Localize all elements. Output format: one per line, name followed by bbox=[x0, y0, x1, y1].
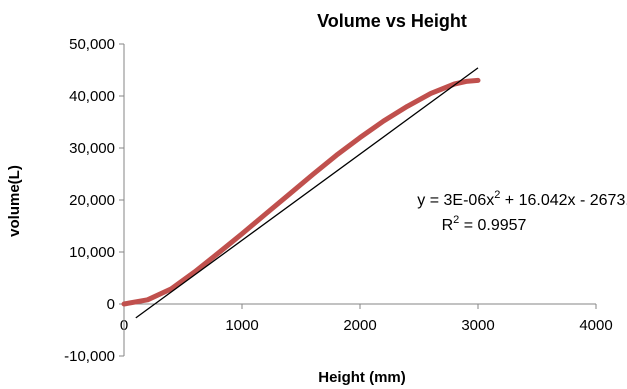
x-axis-title: Height (mm) bbox=[318, 369, 406, 386]
y-tick-label: 20,000 bbox=[69, 192, 115, 209]
x-tick-label: 4000 bbox=[579, 317, 612, 334]
y-axis-ticks: -10,000 0 10,000 20,000 30,000 40,000 50,000 bbox=[64, 36, 124, 365]
y-tick-label: -10,000 bbox=[64, 348, 115, 365]
trendline bbox=[135, 67, 479, 319]
y-tick-label: 10,000 bbox=[69, 244, 115, 261]
series-volume-curve bbox=[121, 77, 481, 307]
chart-title: Volume vs Height bbox=[317, 11, 467, 31]
x-tick-label: 1000 bbox=[225, 317, 258, 334]
x-tick-label: 2000 bbox=[343, 317, 376, 334]
y-tick-label: 30,000 bbox=[69, 140, 115, 157]
x-axis-ticks: 0 1000 2000 3000 4000 bbox=[120, 304, 613, 334]
r-squared-value: R2 = 0.9957 bbox=[442, 214, 527, 234]
x-tick-label: 3000 bbox=[461, 317, 494, 334]
y-tick-label: 0 bbox=[107, 296, 115, 313]
trendline-equation: y = 3E-06x2 + 16.042x - 2673.8 bbox=[417, 189, 627, 209]
y-axis-title: volume(L) bbox=[6, 165, 23, 237]
y-tick-label: 40,000 bbox=[69, 88, 115, 105]
y-tick-label: 50,000 bbox=[69, 36, 115, 53]
